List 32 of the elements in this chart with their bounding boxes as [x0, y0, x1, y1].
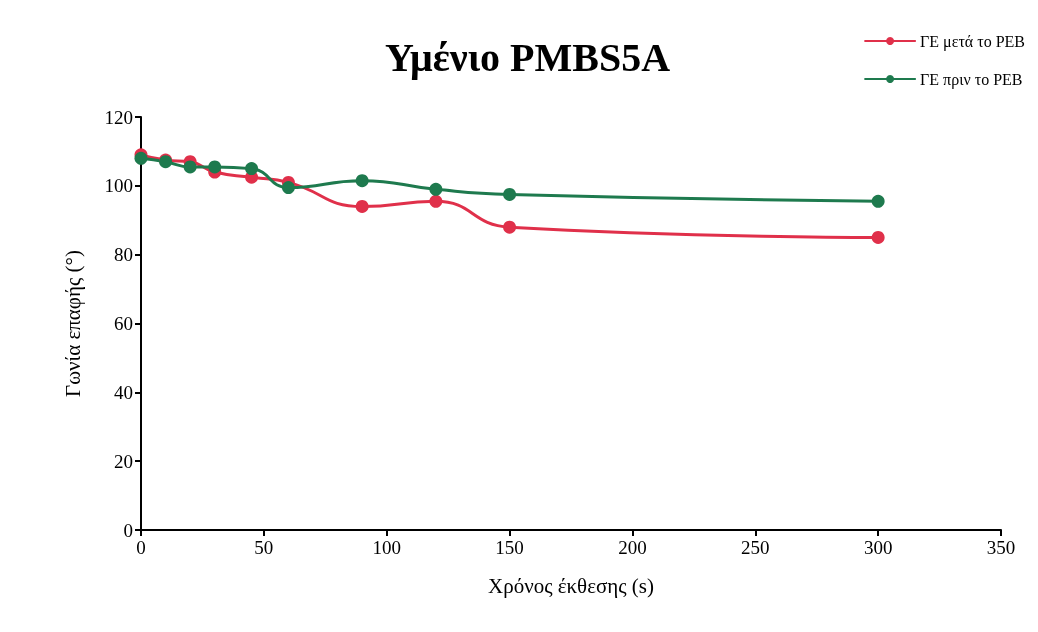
x-tick-label: 200	[618, 537, 647, 558]
point	[503, 220, 517, 234]
legend-label: ΓΕ πριν το PEB	[920, 70, 1023, 89]
point	[355, 199, 369, 213]
y-tick-label: 40	[114, 381, 133, 403]
x-tick-label: 250	[741, 537, 770, 558]
x-tick-label: 350	[986, 537, 1016, 558]
point	[208, 160, 222, 174]
point	[503, 187, 517, 201]
point	[183, 160, 197, 174]
x-axis-title: Χρόνος έκθεσης (s)	[487, 573, 655, 598]
point	[281, 181, 295, 195]
point	[871, 194, 885, 208]
point	[245, 162, 259, 176]
chart-title: Υμένιο PMBS5A	[385, 34, 671, 80]
x-tick-label: 0	[136, 537, 146, 558]
y-axis-title: Γωνία επαφής (°)	[60, 250, 85, 397]
x-tick-label: 300	[863, 537, 893, 558]
y-tick-label: 120	[104, 106, 133, 128]
point	[871, 230, 885, 244]
x-tick-label: 150	[495, 537, 524, 558]
y-tick-label: 0	[123, 519, 133, 541]
y-tick-label: 20	[114, 450, 133, 472]
point	[355, 174, 369, 188]
x-tick-label: 100	[372, 537, 401, 558]
x-tick-label: 50	[254, 537, 274, 558]
y-tick-label: 100	[104, 175, 133, 197]
y-tick-label: 80	[114, 244, 133, 266]
y-tick-label: 60	[114, 313, 133, 334]
legend-label: ΓΕ μετά το PEB	[920, 32, 1025, 51]
point	[429, 194, 443, 208]
point	[429, 182, 443, 196]
